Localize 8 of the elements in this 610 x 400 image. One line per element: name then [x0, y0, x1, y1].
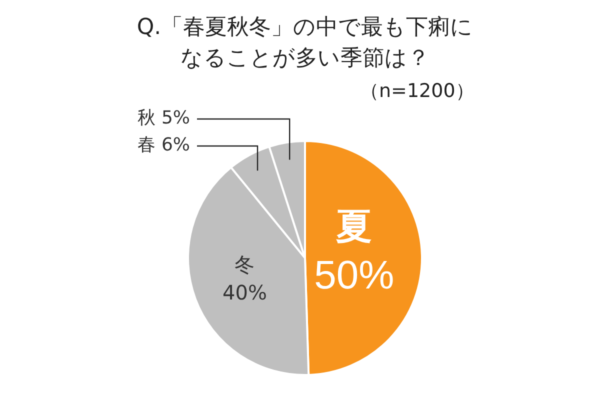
slice-label: 冬	[234, 252, 255, 277]
chart-title: Q.「春夏秋冬」の中で最も下痢になることが多い季節は？	[136, 14, 474, 73]
slice-label: 春 6%	[138, 134, 190, 156]
slice-label: 夏	[336, 206, 372, 248]
data-label: 40%	[222, 280, 267, 305]
data-label: 50%	[314, 253, 394, 298]
slice-label: 秋 5%	[138, 108, 190, 129]
chart-subtitle: （n=1200）	[360, 79, 474, 104]
